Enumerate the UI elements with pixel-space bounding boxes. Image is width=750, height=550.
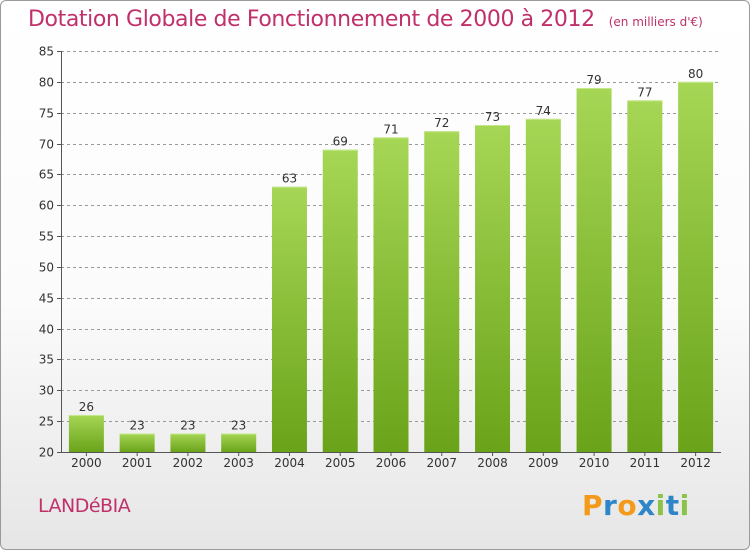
y-tick-label-20: 20 <box>39 446 54 460</box>
bar-2007 <box>424 131 460 452</box>
logo-letter: x <box>637 489 656 522</box>
commune-name: LANDéBIA <box>38 495 131 517</box>
value-label-2006: 71 <box>383 122 398 136</box>
x-tick-label-2000: 2000 <box>71 456 102 470</box>
y-tick-label-70: 70 <box>39 138 54 152</box>
x-tick-label-2009: 2009 <box>528 456 559 470</box>
x-tick-label-2008: 2008 <box>477 456 508 470</box>
bar-2011 <box>627 100 663 452</box>
logo-letter: i <box>679 489 690 522</box>
bar-2000 <box>68 414 104 452</box>
y-tick-label-45: 45 <box>39 292 54 306</box>
y-tick-label-65: 65 <box>39 168 54 182</box>
logo-letter: r <box>603 489 618 522</box>
value-labels: 26 23 23 23 63 69 71 72 73 74 79 77 80 <box>79 67 704 433</box>
y-tick-label-55: 55 <box>39 230 54 244</box>
bar-2002 <box>170 433 206 452</box>
value-label-2010: 79 <box>586 73 601 87</box>
bar-2012 <box>678 81 714 452</box>
chart-subtitle: (en milliers d'€) <box>608 15 703 29</box>
y-tick-label-50: 50 <box>39 261 54 275</box>
value-label-2001: 23 <box>130 418 145 432</box>
value-label-2003: 23 <box>231 418 246 432</box>
value-label-2009: 74 <box>536 104 551 118</box>
value-label-2007: 72 <box>434 116 449 130</box>
bar-2001 <box>119 433 155 452</box>
bar-2003 <box>221 433 257 452</box>
chart-title-text: Dotation Globale de Fonctionnement de 20… <box>28 7 595 32</box>
value-label-2004: 63 <box>282 172 297 186</box>
proxiti-logo[interactable]: Proxiti <box>582 489 690 522</box>
y-tick-label-80: 80 <box>39 76 54 90</box>
x-tick-label-2005: 2005 <box>325 456 356 470</box>
x-tick-label-2010: 2010 <box>579 456 610 470</box>
y-tick-label-75: 75 <box>39 107 54 121</box>
axes: 20 25 30 35 40 45 50 55 60 65 70 75 80 85 2000 2001 2002… <box>39 45 721 470</box>
x-tick-label-2006: 2006 <box>376 456 407 470</box>
value-label-2008: 73 <box>485 110 500 124</box>
bar-2006 <box>373 137 409 452</box>
chart-title: Dotation Globale de Fonctionnement de 20… <box>28 7 703 32</box>
bar-2009 <box>525 118 561 452</box>
bars <box>68 81 714 453</box>
logo-letter: t <box>665 489 680 522</box>
x-tick-label-2002: 2002 <box>173 456 204 470</box>
bar-2010 <box>576 88 612 452</box>
bar-2005 <box>322 149 358 452</box>
x-tick-label-2004: 2004 <box>274 456 305 470</box>
y-tick-label-40: 40 <box>39 323 54 337</box>
x-tick-label-2003: 2003 <box>223 456 254 470</box>
bar-2004 <box>271 186 307 452</box>
x-tick-label-2012: 2012 <box>680 456 711 470</box>
value-label-2000: 26 <box>79 400 94 414</box>
y-tick-label-35: 35 <box>39 353 54 367</box>
value-label-2005: 69 <box>333 135 348 149</box>
x-tick-label-2001: 2001 <box>122 456 153 470</box>
logo-letter: o <box>617 489 638 522</box>
y-tick-label-25: 25 <box>39 415 54 429</box>
x-tick-label-2007: 2007 <box>426 456 457 470</box>
value-label-2002: 23 <box>180 418 195 432</box>
value-label-2011: 77 <box>637 85 652 99</box>
x-tick-label-2011: 2011 <box>630 456 661 470</box>
logo-letter: P <box>582 489 604 522</box>
y-tick-label-30: 30 <box>39 384 54 398</box>
logo-letter: i <box>655 489 666 522</box>
value-label-2012: 80 <box>688 67 703 81</box>
y-tick-label-60: 60 <box>39 199 54 213</box>
y-tick-label-85: 85 <box>39 45 54 59</box>
bar-2008 <box>475 125 511 453</box>
